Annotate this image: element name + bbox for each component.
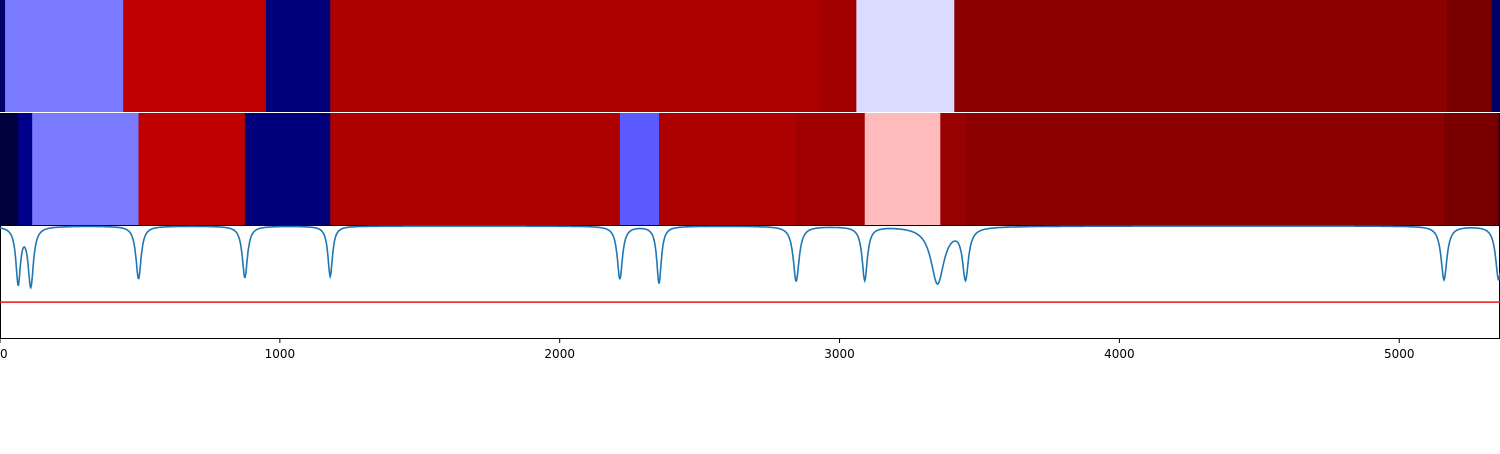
heatmap-track-1 bbox=[0, 0, 1500, 112]
heatmap-segment bbox=[659, 113, 797, 225]
heatmap-track-2 bbox=[0, 113, 1500, 225]
heatmap-segment bbox=[123, 0, 267, 112]
line-panel-frame bbox=[0, 225, 1500, 339]
heatmap-segment bbox=[5, 0, 124, 112]
signal-line bbox=[0, 225, 1500, 290]
heatmap-segment bbox=[856, 0, 955, 112]
heatmap-segment bbox=[18, 113, 33, 225]
heatmap-segment bbox=[954, 0, 1448, 112]
x-axis: 0 1000 2000 3000 4000 5000 bbox=[0, 338, 1415, 361]
x-tick-label: 0 bbox=[0, 347, 8, 361]
heatmap-segment bbox=[0, 0, 6, 112]
heatmap-segment bbox=[1446, 0, 1493, 112]
line-panel bbox=[0, 225, 1500, 339]
heatmap-segment bbox=[864, 113, 941, 225]
heatmap-segment bbox=[32, 113, 140, 225]
x-tick-label: 5000 bbox=[1384, 347, 1415, 361]
x-tick-label: 1000 bbox=[265, 347, 296, 361]
x-tick-label: 2000 bbox=[544, 347, 575, 361]
x-tick-label: 4000 bbox=[1104, 347, 1135, 361]
heatmap-segment bbox=[138, 113, 246, 225]
heatmap-segment bbox=[819, 0, 857, 112]
heatmap-segment bbox=[619, 113, 660, 225]
heatmap-segment bbox=[1498, 113, 1500, 225]
heatmap-segment bbox=[330, 0, 821, 112]
heatmap-segment bbox=[796, 113, 866, 225]
heatmap-segment bbox=[940, 113, 966, 225]
heatmap-segment bbox=[244, 113, 331, 225]
heatmap-segment bbox=[1444, 113, 1500, 225]
heatmap-segment bbox=[1491, 0, 1500, 112]
heatmap-segment bbox=[265, 0, 331, 112]
heatmap-segment bbox=[965, 113, 1445, 225]
heatmap-segment bbox=[0, 113, 19, 225]
heatmap-segment bbox=[330, 113, 621, 225]
x-tick-label: 3000 bbox=[824, 347, 855, 361]
